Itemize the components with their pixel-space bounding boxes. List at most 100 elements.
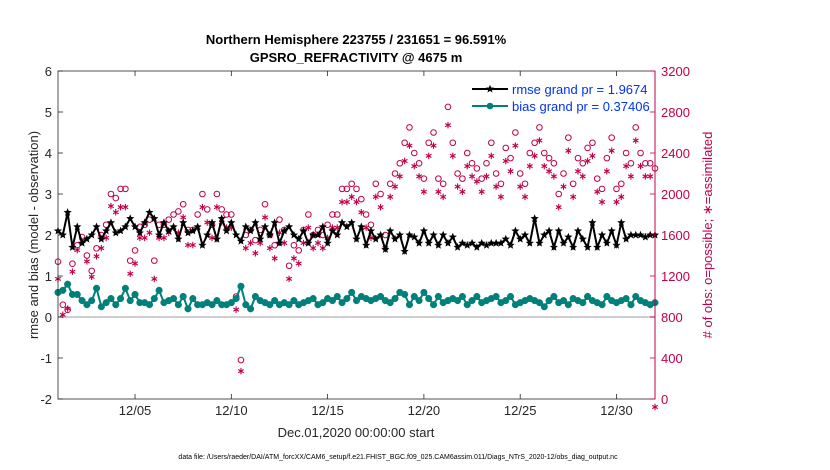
bias-point — [309, 295, 317, 303]
assimilated-obs-point — [459, 188, 466, 195]
assimilated-obs-point — [493, 183, 500, 190]
possible-obs-point — [175, 208, 182, 215]
assimilated-obs-point — [247, 239, 254, 247]
rmse-point — [352, 234, 361, 243]
bias-point — [492, 292, 500, 301]
possible-obs-point — [69, 260, 76, 268]
y-tick-label: 1 — [45, 269, 52, 284]
rmse-point — [318, 222, 327, 231]
bias-point — [425, 295, 433, 303]
possible-obs-point — [391, 170, 399, 177]
bias-point — [410, 292, 418, 301]
possible-obs-point — [579, 159, 587, 167]
rmse-point — [588, 218, 597, 227]
assimilated-obs-point — [483, 173, 490, 180]
bias-point — [420, 288, 428, 296]
rmse-point — [400, 247, 409, 255]
axes: -2 -1 0 1 2 3 4 5 6 0 400 800 1200 1600 2000 2400 2800 32… — [40, 64, 689, 418]
y-tick-label: 0 — [45, 310, 52, 325]
assimilated-obs-point — [117, 203, 124, 211]
assimilated-obs-point — [502, 157, 509, 165]
rmse-point — [569, 243, 578, 251]
possible-obs-point — [199, 190, 206, 198]
x-tick-label: 12/15 — [311, 403, 344, 418]
possible-obs-point — [492, 170, 500, 177]
bias-point — [242, 301, 250, 309]
possible-obs-point — [512, 129, 519, 136]
assimilated-obs-point — [290, 255, 297, 262]
y-right-tick-label: 1200 — [661, 269, 690, 284]
possible-obs-point — [406, 124, 413, 131]
rmse-point — [106, 218, 116, 227]
possible-obs-point — [194, 211, 201, 218]
possible-obs-point — [386, 180, 394, 188]
rmse-point — [280, 226, 289, 235]
assimilated-obs-point — [627, 173, 634, 180]
rmse-point — [285, 222, 294, 231]
bias-point — [454, 297, 462, 305]
possible-obs-point — [150, 257, 158, 264]
bias-point — [290, 297, 298, 305]
bias-point — [251, 292, 259, 301]
assimilated-obs-point — [449, 152, 456, 160]
assimilated-obs-point — [435, 188, 442, 195]
possible-obs-point — [435, 175, 442, 182]
possible-obs-point — [598, 185, 606, 193]
rmse-point — [212, 234, 221, 243]
possible-obs-point — [632, 124, 640, 131]
x-tick-label: 12/10 — [215, 403, 248, 418]
y-tick-label: -1 — [40, 351, 52, 366]
bias-point — [266, 301, 274, 309]
bias-point — [189, 295, 197, 303]
assimilated-obs-point — [517, 183, 524, 190]
assimilated-obs-point — [93, 253, 100, 260]
assimilated-obs-point — [242, 244, 249, 252]
y-right-tick-label: 800 — [661, 310, 683, 325]
y-right-tick-label: 3200 — [661, 64, 690, 79]
possible-obs-point — [425, 139, 433, 147]
possible-obs-point — [545, 154, 553, 162]
legend-bias-label: bias grand pr = 0.37406 — [512, 99, 650, 114]
possible-obs-point — [324, 221, 331, 229]
possible-obs-point — [223, 211, 230, 218]
y-tick-label: -2 — [40, 392, 52, 407]
bias-point — [603, 292, 611, 301]
rmse-point — [597, 230, 607, 239]
possible-obs-point — [536, 124, 543, 131]
rmse-point — [381, 245, 390, 253]
rmse-point — [347, 218, 356, 227]
assimilated-obs-point — [319, 244, 326, 252]
y-right-tick-label: 400 — [661, 351, 683, 366]
possible-obs-point — [488, 139, 495, 147]
y-right-tick-label: 0 — [661, 392, 668, 407]
bias-point — [112, 301, 120, 309]
legend-box — [466, 77, 646, 117]
x-axis-label: Dec.01,2020 00:00:00 start — [278, 425, 435, 440]
possible-obs-point — [213, 190, 221, 198]
bias-point — [59, 286, 67, 294]
assimilated-obs-point — [555, 203, 562, 211]
possible-obs-point — [126, 257, 134, 264]
possible-obs-point — [93, 245, 100, 252]
rmse-point — [477, 238, 486, 247]
rmse-point — [313, 230, 323, 239]
bias-point — [377, 292, 385, 301]
assimilated-obs-point — [348, 193, 355, 201]
possible-obs-point — [555, 190, 563, 198]
assimilated-obs-point — [565, 147, 572, 154]
y-tick-label: 3 — [45, 187, 52, 202]
rmse-point — [472, 243, 481, 251]
assimilated-obs-point — [103, 234, 110, 242]
rmse-point — [337, 218, 347, 227]
rmse-point — [626, 230, 636, 239]
assimilated-obs-point — [464, 162, 471, 170]
rmse-point — [183, 228, 193, 237]
assimilated-obs-point — [651, 403, 659, 411]
assimilated-obs-point — [127, 270, 134, 277]
rmse-point — [150, 214, 159, 223]
rmse-point — [203, 230, 212, 239]
rmse-point — [227, 218, 236, 227]
rmse-point — [492, 238, 501, 247]
assimilated-obs-point — [343, 198, 350, 206]
rmse-point — [102, 226, 111, 235]
